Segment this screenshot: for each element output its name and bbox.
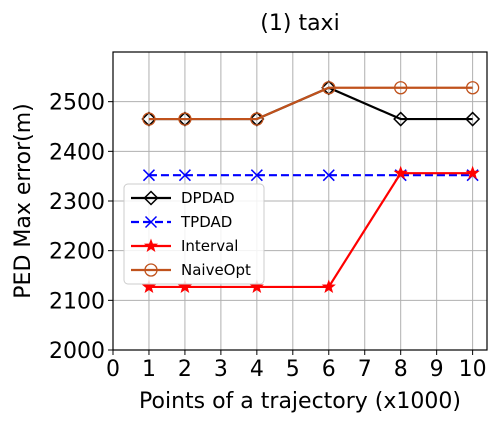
chart-title: (1) taxi [260,11,339,36]
legend-box [123,183,265,285]
data-point [178,112,192,126]
data-point [394,81,408,95]
data-point [393,111,409,127]
legend-label: NaiveOpt [181,261,251,279]
series-line [148,172,473,289]
plot-series [141,80,481,293]
data-point [178,169,191,182]
data-point [177,279,193,293]
series-naiveopt [142,81,480,126]
x-tick-label: 9 [430,357,444,382]
data-point [142,169,155,182]
series-line [148,86,473,121]
x-tick-label: 1 [142,357,156,382]
y-tick-label: 2300 [49,190,105,215]
data-point [322,169,335,182]
x-tick-label: 7 [358,357,372,382]
data-point [465,111,481,127]
data-point [393,165,408,180]
tick-labels: 0 1 2 3 4 5 6 7 8 9 10 2000 2100 2200 2300 2400 2500 [49,91,487,382]
x-tick-label: 2 [178,357,192,382]
y-tick-label: 2000 [49,339,105,364]
data-point [321,279,336,293]
series-line [148,86,473,121]
legend-marker [143,238,159,253]
x-tick-label: 4 [250,357,264,382]
y-tick-label: 2200 [49,240,105,265]
x-tick-label: 5 [286,357,300,382]
x-axis-label: Points of a trajectory (x1000) [139,389,461,414]
y-tick-label: 2400 [49,140,105,165]
x-tick-label: 3 [214,357,228,382]
data-point [322,81,336,95]
data-point [142,112,156,126]
data-point [465,165,480,180]
series-tpdad [142,169,479,182]
legend-marker [144,215,158,229]
data-point [465,81,480,95]
legend-label: DPDAD [181,189,235,207]
x-tick-label: 8 [394,357,408,382]
legend-marker [143,190,159,206]
legend-label: Interval [181,237,238,255]
y-axis-label: PED Max error(m) [11,103,36,298]
x-tick-label: 6 [322,357,336,382]
series-interval [141,165,480,293]
data-point [249,279,264,293]
data-point [141,279,157,293]
x-tick-label: 0 [106,357,120,382]
legend-marker [144,263,158,277]
y-tick-label: 2100 [49,289,105,314]
data-point [250,169,263,182]
data-point [250,112,264,126]
x-tick-label: 10 [459,357,487,382]
legend: DPDAD TPDAD Interval NaiveOpt [123,183,265,285]
y-tick-label: 2500 [49,91,105,116]
legend-label: TPDAD [180,213,232,231]
